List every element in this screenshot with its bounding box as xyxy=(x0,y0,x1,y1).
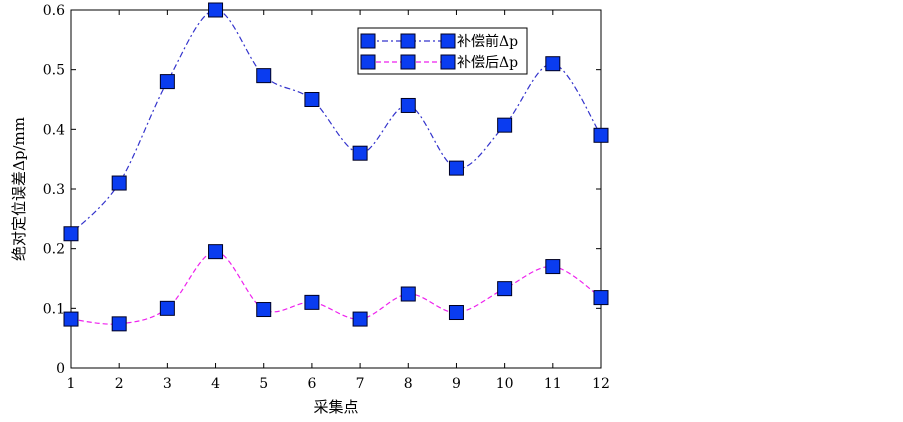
y-tick-label: 0.4 xyxy=(43,122,65,138)
series-line-1 xyxy=(70,9,602,235)
data-point-series-2 xyxy=(545,259,561,275)
data-point-series-2 xyxy=(593,290,609,306)
data-point-series-2 xyxy=(400,286,416,302)
x-tick-label: 8 xyxy=(404,376,413,392)
y-tick-label: 0.1 xyxy=(43,301,65,317)
data-point-series-1 xyxy=(400,97,416,113)
data-point-series-1 xyxy=(111,175,127,191)
legend-label-2: 补偿后Δp xyxy=(457,55,518,71)
legend-marker-1 xyxy=(440,33,456,49)
data-point-series-1 xyxy=(448,160,464,176)
data-point-series-1 xyxy=(159,74,175,90)
data-point-series-2 xyxy=(111,316,127,332)
y-axis-title: 绝对定位误差Δp/mm xyxy=(10,117,28,261)
x-tick-label: 4 xyxy=(211,376,220,392)
data-point-series-2 xyxy=(256,302,272,318)
x-tick-label: 9 xyxy=(452,376,461,392)
data-point-series-2 xyxy=(304,294,320,310)
data-point-series-1 xyxy=(545,56,561,72)
data-point-series-1 xyxy=(352,145,368,161)
legend-marker-2 xyxy=(440,54,456,70)
x-tick-label: 12 xyxy=(592,376,610,392)
x-tick-label: 1 xyxy=(67,376,76,392)
data-point-series-2 xyxy=(448,305,464,321)
data-point-series-1 xyxy=(63,226,79,242)
x-tick-label: 6 xyxy=(307,376,316,392)
x-tick-label: 3 xyxy=(163,376,172,392)
data-point-series-2 xyxy=(159,300,175,316)
data-point-series-1 xyxy=(593,127,609,143)
legend-marker-2 xyxy=(400,54,416,70)
data-point-series-1 xyxy=(208,2,224,18)
data-point-series-1 xyxy=(497,117,513,133)
y-tick-label: 0.2 xyxy=(43,242,65,258)
data-point-series-2 xyxy=(208,244,224,260)
legend-marker-2 xyxy=(360,54,376,70)
y-tick-label: 0.3 xyxy=(43,182,65,198)
legend-label-1: 补偿前Δp xyxy=(457,33,518,50)
x-tick-label: 7 xyxy=(356,376,365,392)
data-point-series-2 xyxy=(352,311,368,327)
data-point-series-1 xyxy=(256,68,272,84)
x-axis-title: 采集点 xyxy=(313,398,358,416)
legend: 补偿前Δp 补偿后Δp xyxy=(357,27,528,75)
x-tick-label: 11 xyxy=(544,376,562,392)
x-tick-label: 5 xyxy=(259,376,268,392)
legend-marker-1 xyxy=(400,33,416,49)
y-tick-label: 0 xyxy=(56,361,65,377)
data-point-series-2 xyxy=(63,311,79,327)
x-tick-label: 2 xyxy=(115,376,124,392)
y-tick-label: 0.6 xyxy=(43,3,65,19)
legend-marker-1 xyxy=(360,33,376,49)
data-point-series-2 xyxy=(497,281,513,297)
x-tick-label: 10 xyxy=(496,376,514,392)
data-point-series-1 xyxy=(304,92,320,107)
y-tick-label: 0.5 xyxy=(43,63,65,79)
series xyxy=(63,2,609,332)
